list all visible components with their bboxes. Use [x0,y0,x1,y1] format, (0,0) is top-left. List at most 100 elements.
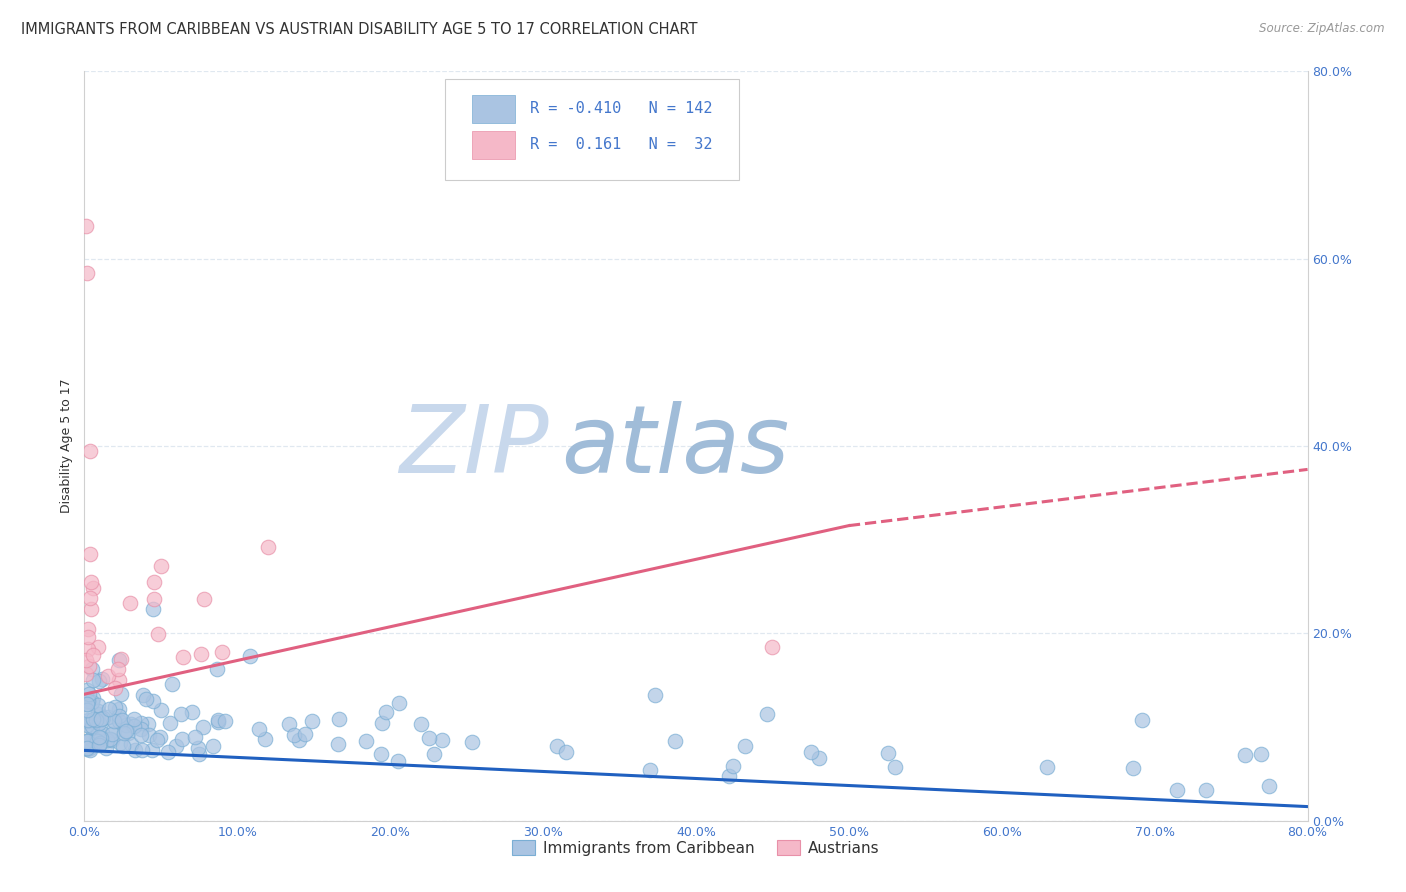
Point [101,732,124,747]
Point [89,736,111,750]
Point [884,760,907,774]
Point [287,733,309,747]
Point [82,714,104,729]
Point [117,725,139,739]
Point [170,732,193,747]
Text: Source: ZipAtlas.com: Source: ZipAtlas.com [1260,22,1385,36]
Point [90,713,112,727]
Point [90,726,112,740]
Point [76,740,98,755]
Point [207,713,229,727]
Point [76,714,98,728]
Point [146,627,169,641]
Point [97,701,120,715]
Point [77,623,100,637]
Point [430,733,453,747]
Point [79,443,101,458]
Point [96,733,118,747]
Point [79,547,101,561]
Point [734,739,756,754]
Point [191,720,214,734]
Point [638,764,661,778]
Point [160,677,183,691]
Text: atlas: atlas [561,401,790,491]
Point [76,733,98,747]
Point [111,713,134,727]
Point [131,716,153,731]
Point [1234,748,1257,763]
Point [80,601,103,615]
Point [188,747,211,762]
Y-axis label: Disability Age 5 to 17: Disability Age 5 to 17 [60,379,73,513]
Point [202,739,225,754]
Point [76,734,98,748]
Point [112,739,135,754]
Point [77,658,100,673]
Point [239,648,262,663]
Point [294,727,316,741]
Point [79,591,101,605]
Point [87,738,110,752]
Point [207,714,229,729]
Point [205,662,228,676]
Point [76,266,98,280]
Legend: Immigrants from Caribbean, Austrians: Immigrants from Caribbean, Austrians [506,833,886,862]
Point [87,706,110,721]
Point [387,755,409,769]
Point [82,691,104,706]
Point [554,745,576,759]
Point [97,710,120,724]
Point [411,717,433,731]
Point [104,700,127,714]
Point [120,596,142,610]
Point [90,731,112,746]
Point [87,674,110,689]
Point [326,737,349,751]
Point [82,662,104,676]
Point [190,648,212,662]
Point [1166,783,1188,797]
Point [87,698,110,712]
Point [370,747,392,762]
Point [100,731,122,746]
Point [77,630,100,644]
Point [87,640,110,655]
Point [193,592,215,607]
Point [142,694,165,708]
Point [644,688,666,702]
Point [159,716,181,731]
Point [80,732,103,747]
Point [131,743,153,757]
Point [547,739,569,754]
Point [143,592,166,607]
Point [124,713,146,727]
Point [84,732,107,747]
Point [110,651,132,665]
Point [76,742,98,756]
Point [211,644,233,658]
Point [808,751,831,765]
Point [122,719,145,733]
Point [80,574,103,589]
Point [103,714,125,728]
Point [136,716,159,731]
Point [82,712,104,726]
Point [761,640,783,655]
Point [800,745,823,759]
Point [1250,747,1272,761]
Point [146,733,169,747]
Point [461,735,484,749]
Point [328,712,350,726]
Point [82,673,104,687]
Point [115,718,138,732]
Point [354,734,377,748]
Point [120,717,142,731]
Point [108,702,131,716]
Point [141,743,163,757]
Point [138,728,160,742]
Point [423,747,446,761]
Point [79,743,101,757]
Point [149,730,172,744]
Point [97,669,120,683]
Point [79,741,101,756]
